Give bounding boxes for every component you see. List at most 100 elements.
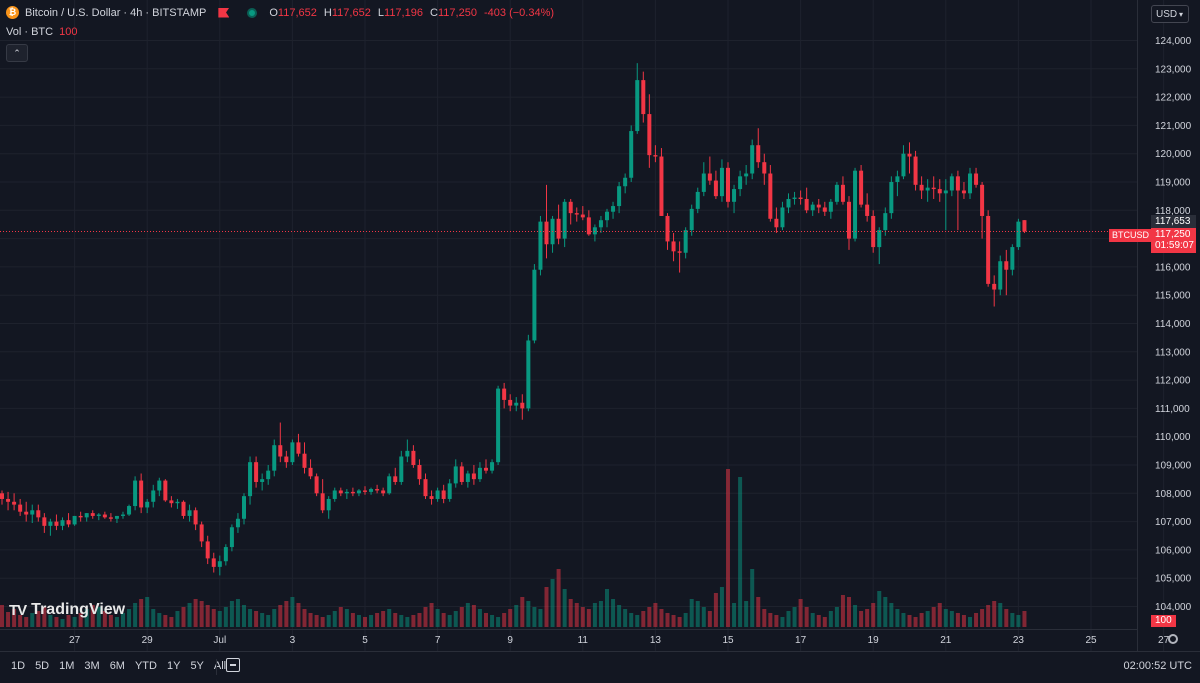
candle-body xyxy=(961,190,966,194)
candle-body xyxy=(417,465,422,480)
volume-bar xyxy=(369,615,374,627)
candle-body xyxy=(816,204,821,208)
candle-body xyxy=(157,480,162,491)
volume-bar xyxy=(169,617,174,627)
time-tick-label: 3 xyxy=(290,635,296,646)
volume-bar xyxy=(701,607,706,627)
volume-bar xyxy=(302,609,307,627)
volume-bar xyxy=(326,615,331,627)
price-tick-label: 104,000 xyxy=(1155,602,1192,613)
candle-body xyxy=(828,201,833,212)
last-price-tag: 117,250 01:59:07 xyxy=(1151,228,1196,253)
candle-body xyxy=(0,493,4,499)
symbol-title[interactable]: Bitcoin / U.S. Dollar · 4h · BITSTAMP xyxy=(25,6,207,19)
settings-icon[interactable] xyxy=(1168,634,1178,644)
go-to-date-icon[interactable] xyxy=(226,658,240,672)
volume-bar xyxy=(320,617,325,627)
candlestick-chart[interactable]: 124,000 123,000 122,000 121,000 120,000 119,0… xyxy=(0,0,1200,651)
volume-bar xyxy=(12,609,17,627)
volume-bar xyxy=(1010,613,1015,627)
range-5y-button[interactable]: 5Y xyxy=(190,660,204,672)
price-tick-label: 119,000 xyxy=(1155,178,1191,189)
volume-bar xyxy=(889,603,894,627)
range-6m-button[interactable]: 6M xyxy=(109,660,125,672)
volume-bar xyxy=(399,615,404,627)
candle-body xyxy=(768,173,773,219)
volume-bar xyxy=(526,601,531,627)
price-tick-label: 107,000 xyxy=(1155,517,1192,528)
volume-bar xyxy=(816,615,821,627)
candle-body xyxy=(139,480,144,508)
range-1m-button[interactable]: 1M xyxy=(59,660,75,672)
flag-icon[interactable] xyxy=(218,7,230,18)
volume-bar xyxy=(78,613,83,627)
candle-body xyxy=(290,442,295,463)
candle-body xyxy=(514,402,519,406)
volume-bar xyxy=(24,617,29,627)
volume-bar xyxy=(356,615,361,627)
collapse-legend-button[interactable]: ⌃ xyxy=(6,44,28,62)
ohlc-values: O117,652 H117,652 L117,196 C117,250 -403… xyxy=(269,6,555,19)
range-1d-button[interactable]: 1D xyxy=(11,660,26,672)
candle-body xyxy=(665,215,670,242)
candle-body xyxy=(738,176,743,190)
candle-body xyxy=(689,208,694,231)
time-tick-label: 25 xyxy=(1085,635,1097,646)
candle-body xyxy=(36,510,41,518)
volume-bar xyxy=(828,611,833,627)
bar-countdown: 01:59:07 xyxy=(1155,240,1194,251)
volume-bar xyxy=(1022,611,1027,627)
candle-body xyxy=(756,145,761,163)
candle-body xyxy=(701,173,706,192)
bottom-toolbar: 1D 5D 1M 3M 6M YTD 1Y 5Y All 02:00:52 UT… xyxy=(0,651,1200,683)
volume-bar xyxy=(308,613,313,627)
volume-bar xyxy=(623,609,628,627)
volume-bar xyxy=(435,609,440,627)
range-ytd-button[interactable]: YTD xyxy=(134,660,157,672)
volume-bar xyxy=(859,611,864,627)
candle-body xyxy=(980,184,985,216)
live-status-icon xyxy=(247,7,258,18)
utc-clock[interactable]: 02:00:52 UTC xyxy=(1123,660,1192,672)
volume-bar xyxy=(48,615,53,627)
time-tick-label: 19 xyxy=(868,635,880,646)
volume-bar xyxy=(272,609,277,627)
candle-body xyxy=(344,491,349,494)
candle-body xyxy=(859,170,864,205)
candle-body xyxy=(78,515,83,518)
candle-body xyxy=(949,176,954,191)
volume-bar xyxy=(665,613,670,627)
volume-bar xyxy=(187,603,192,627)
volume-bar xyxy=(42,607,47,627)
volume-bar xyxy=(484,613,488,627)
range-5d-button[interactable]: 5D xyxy=(35,660,50,672)
candle-body xyxy=(18,504,23,512)
volume-bar xyxy=(411,615,416,627)
candle-body xyxy=(647,114,652,156)
volume-bar xyxy=(732,603,737,627)
range-1y-button[interactable]: 1Y xyxy=(166,660,181,672)
volume-bar xyxy=(992,601,997,627)
volume-bar xyxy=(332,611,337,627)
candle-body xyxy=(242,496,246,519)
candle-body xyxy=(556,218,561,239)
candle-body xyxy=(133,480,138,507)
candle-body xyxy=(381,490,386,494)
volume-bar xyxy=(598,601,603,627)
price-tick-label: 112,000 xyxy=(1155,376,1191,387)
tradingview-text: TradingView xyxy=(31,601,126,618)
bitcoin-icon: ₿ xyxy=(6,6,19,19)
range-3m-button[interactable]: 3M xyxy=(84,660,100,672)
volume-bar xyxy=(381,611,386,627)
candle-body xyxy=(308,467,313,477)
tradingview-watermark[interactable]: TV TradingView xyxy=(9,601,125,619)
time-tick-label: 15 xyxy=(722,635,734,646)
volume-bar xyxy=(181,607,186,627)
candle-body xyxy=(181,501,186,516)
currency-selector[interactable]: USD ▾ xyxy=(1151,5,1189,23)
volume-bar xyxy=(707,611,712,627)
candle-body xyxy=(393,476,398,482)
volume-label[interactable]: Vol · BTC xyxy=(6,26,54,38)
volume-bar xyxy=(441,613,446,627)
candle-body xyxy=(931,187,936,190)
